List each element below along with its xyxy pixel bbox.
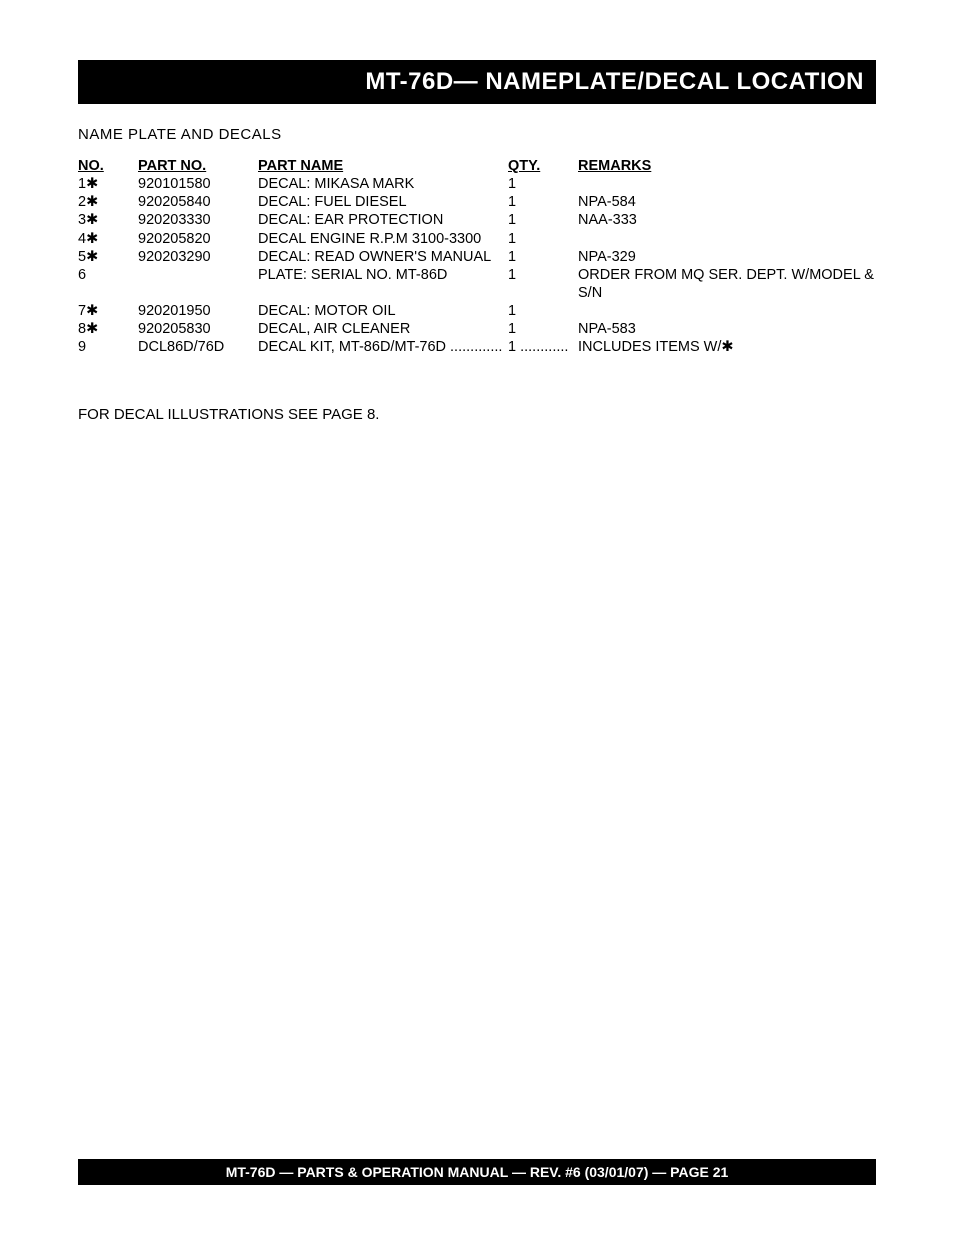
table-row: 1✱920101580DECAL: MIKASA MARK1 [78,175,876,193]
cell-no: 6 [78,266,138,302]
cell-remarks: NPA-583 [578,320,876,338]
footer-bar: MT-76D — PARTS & OPERATION MANUAL — REV.… [78,1159,876,1185]
cell-partno: DCL86D/76D [138,338,258,356]
cell-partno: 920205830 [138,320,258,338]
cell-qty: 1 [508,175,578,193]
cell-remarks: NPA-329 [578,248,876,266]
cell-remarks [578,230,876,248]
cell-partname: DECAL: MOTOR OIL [258,302,508,320]
cell-partname: DECAL ENGINE R.P.M 3100-3300 [258,230,508,248]
table-row: 5✱920203290DECAL: READ OWNER'S MANUAL1NP… [78,248,876,266]
header-partname: PART NAME [258,157,508,175]
cell-partno [138,266,258,302]
cell-no: 9 [78,338,138,356]
footer-text: MT-76D — PARTS & OPERATION MANUAL — REV.… [226,1164,729,1180]
cell-remarks: ORDER FROM MQ SER. DEPT. W/MODEL & S/N [578,266,876,302]
cell-no: 3✱ [78,211,138,229]
cell-partno: 920203330 [138,211,258,229]
cell-qty: 1 [508,266,578,302]
cell-qty: 1 [508,302,578,320]
cell-no: 8✱ [78,320,138,338]
cell-remarks [578,302,876,320]
cell-partname: DECAL: MIKASA MARK [258,175,508,193]
cell-partno: 920205820 [138,230,258,248]
footer-note: FOR DECAL ILLUSTRATIONS SEE PAGE 8. [78,406,876,423]
table-row: 7✱920201950DECAL: MOTOR OIL1 [78,302,876,320]
table-row: 9DCL86D/76DDECAL KIT, MT-86D/MT-76D ....… [78,338,876,356]
cell-partno: 920205840 [138,193,258,211]
cell-partno: 920101580 [138,175,258,193]
cell-qty: 1 [508,248,578,266]
cell-partname: DECAL, AIR CLEANER [258,320,508,338]
cell-partname: DECAL KIT, MT-86D/MT-76D ............. [258,338,508,356]
cell-partname: DECAL: READ OWNER'S MANUAL [258,248,508,266]
table-row: 4✱920205820DECAL ENGINE R.P.M 3100-33001 [78,230,876,248]
table-row: 3✱920203330DECAL: EAR PROTECTION1NAA-333 [78,211,876,229]
table-row: 2✱920205840DECAL: FUEL DIESEL1NPA-584 [78,193,876,211]
header-qty: QTY. [508,157,578,175]
page-header-bar: MT-76D— NAMEPLATE/DECAL LOCATION [78,60,876,104]
header-partno: PART NO. [138,157,258,175]
table-row: 8✱920205830DECAL, AIR CLEANER1NPA-583 [78,320,876,338]
cell-no: 5✱ [78,248,138,266]
table-header-row: NO. PART NO. PART NAME QTY. REMARKS [78,157,876,175]
cell-remarks: INCLUDES ITEMS W/✱ [578,338,876,356]
cell-remarks: NPA-584 [578,193,876,211]
cell-qty: 1 [508,230,578,248]
cell-no: 1✱ [78,175,138,193]
header-no: NO. [78,157,138,175]
cell-remarks: NAA-333 [578,211,876,229]
cell-qty: 1 [508,320,578,338]
cell-no: 7✱ [78,302,138,320]
table-row: 6 PLATE: SERIAL NO. MT-86D1ORDER FROM MQ … [78,266,876,302]
cell-partname: DECAL: FUEL DIESEL [258,193,508,211]
cell-partno: 920201950 [138,302,258,320]
cell-partname: DECAL: EAR PROTECTION [258,211,508,229]
cell-qty: 1 [508,211,578,229]
parts-table: NO. PART NO. PART NAME QTY. REMARKS 1✱92… [78,157,876,356]
cell-qty: 1 [508,193,578,211]
header-remarks: REMARKS [578,157,876,175]
cell-partno: 920203290 [138,248,258,266]
page-title: MT-76D— NAMEPLATE/DECAL LOCATION [365,68,864,95]
cell-no: 2✱ [78,193,138,211]
cell-remarks [578,175,876,193]
section-title: NAME PLATE AND DECALS [78,126,876,143]
cell-no: 4✱ [78,230,138,248]
cell-partname: PLATE: SERIAL NO. MT-86D [258,266,508,302]
cell-qty: 1 ............ [508,338,578,356]
